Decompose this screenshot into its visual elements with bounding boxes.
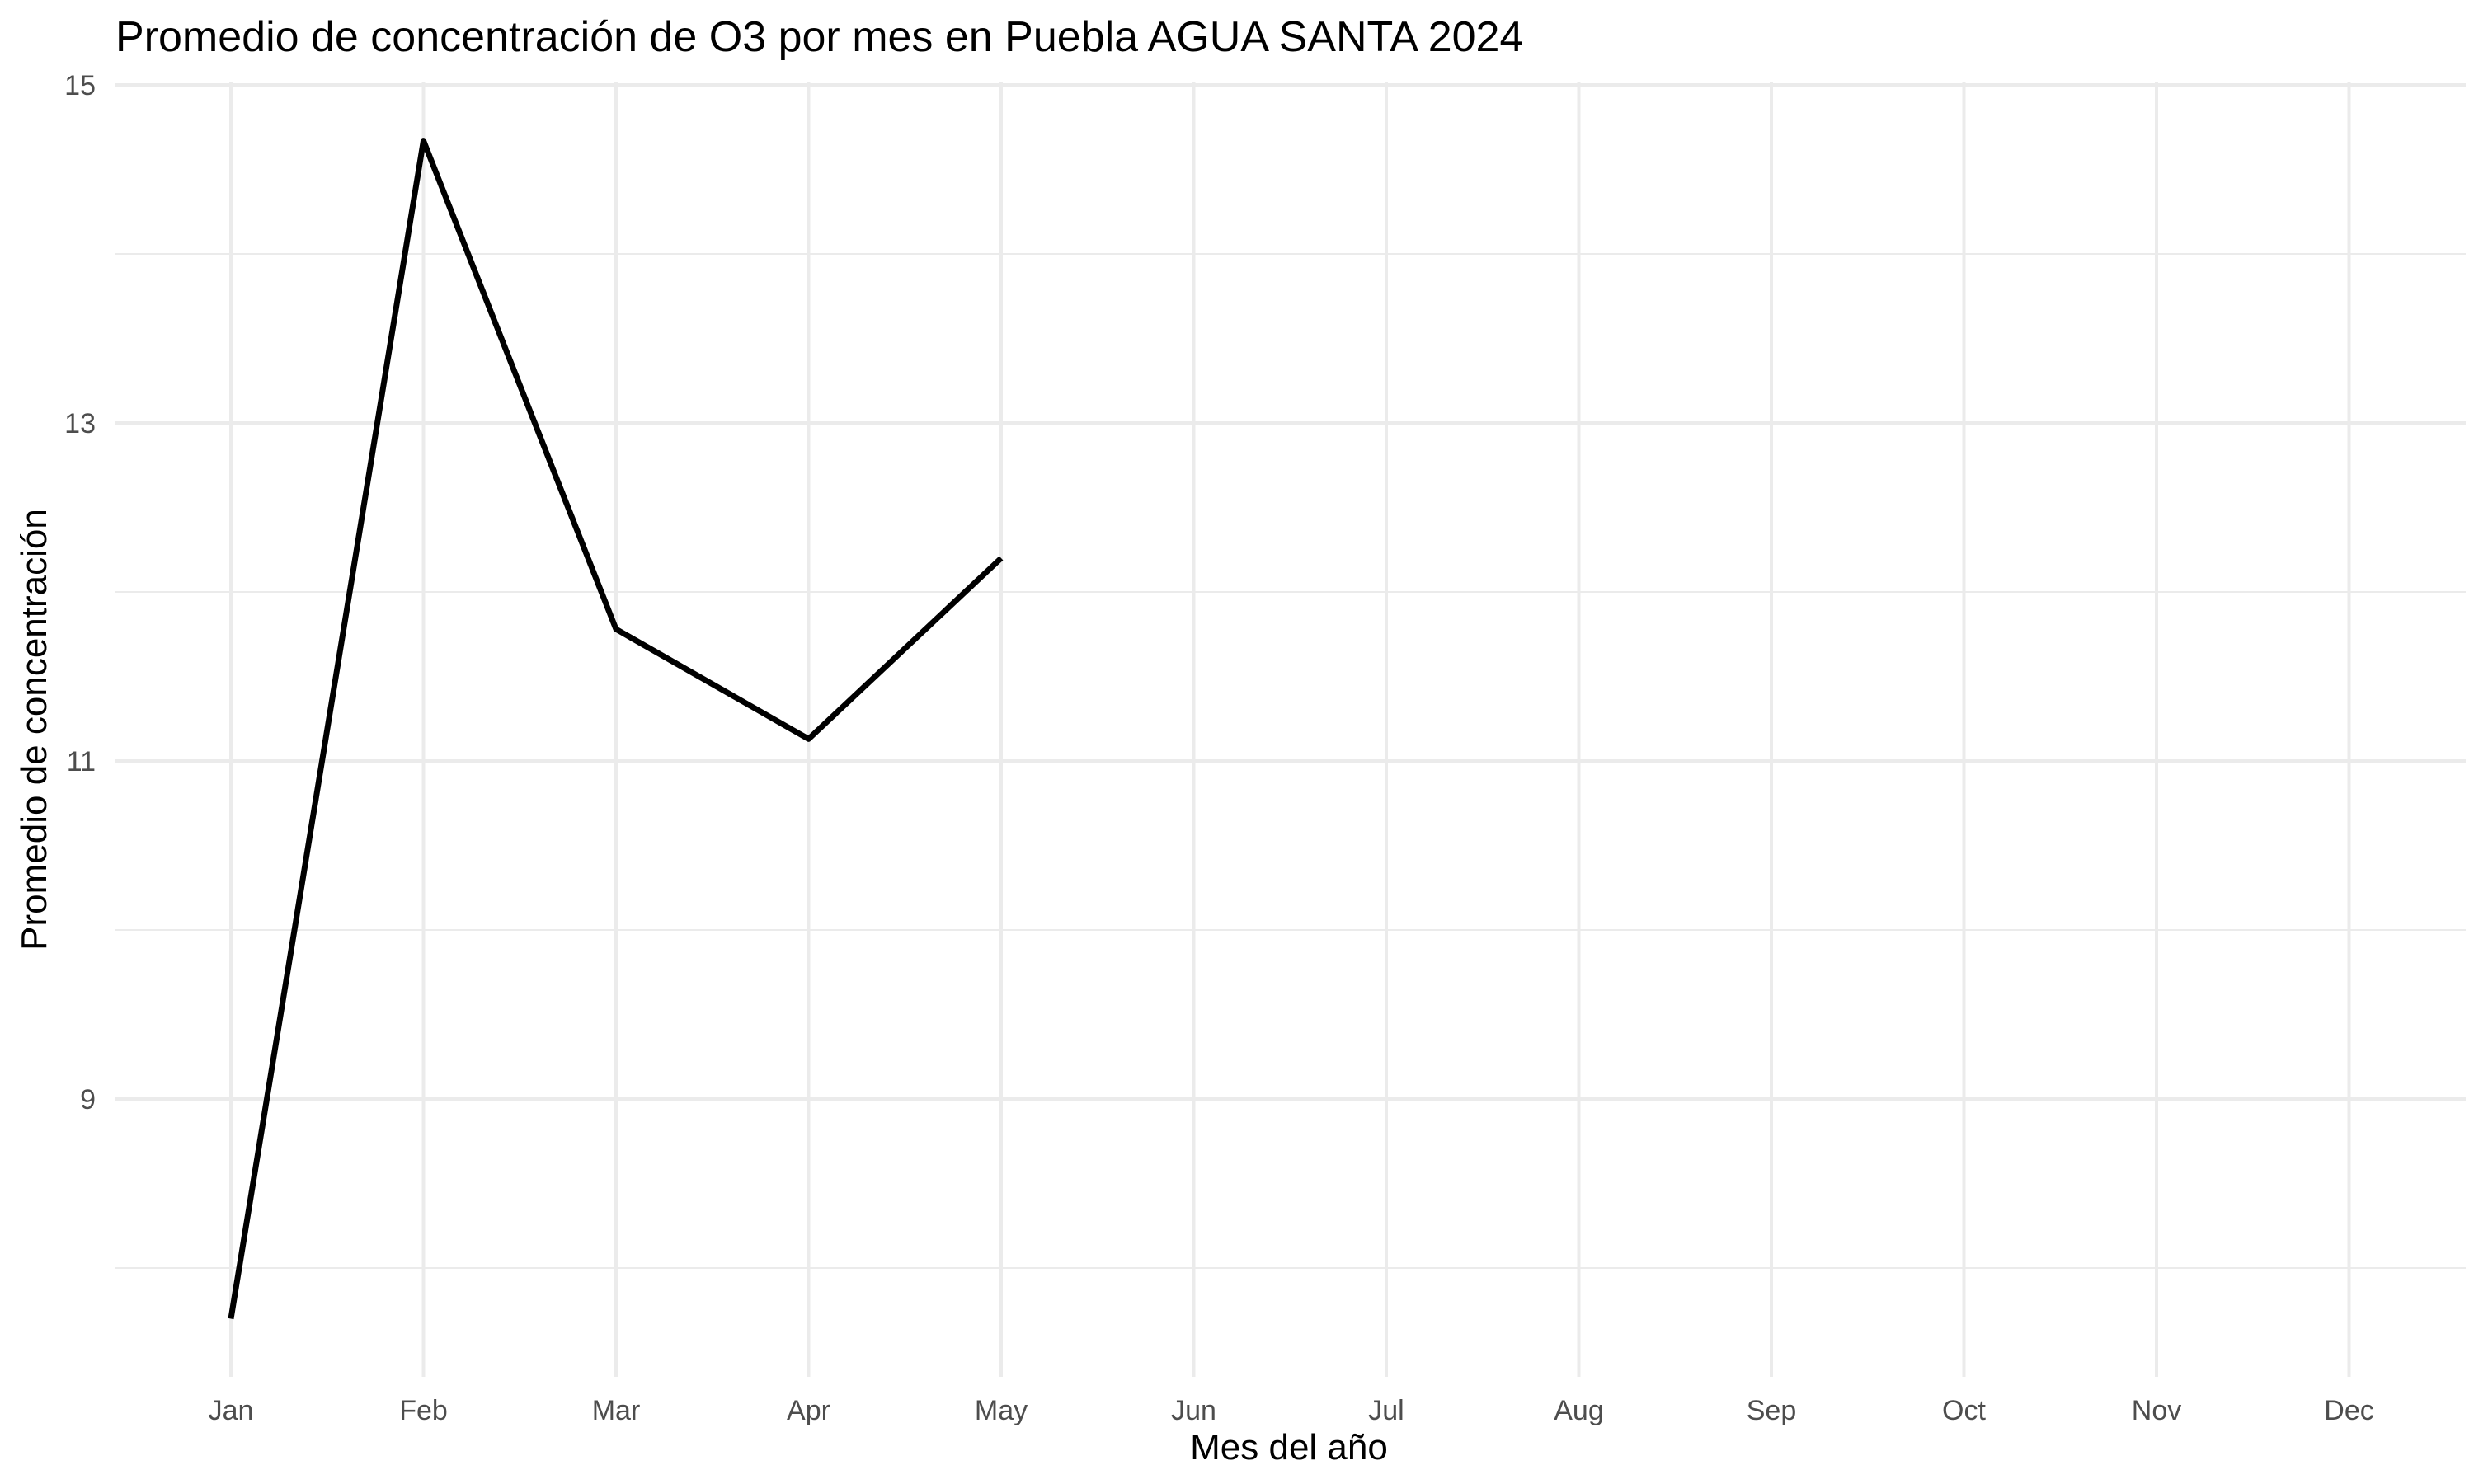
chart-title: Promedio de concentración de O3 por mes … <box>115 13 1523 61</box>
y-axis-ticks: 9 11 13 15 <box>64 70 96 1115</box>
x-tick-label: Sep <box>1747 1395 1797 1426</box>
x-tick-label: Nov <box>2132 1395 2181 1426</box>
x-axis-title: Mes del año <box>1190 1427 1388 1468</box>
minor-gridlines <box>115 253 2466 1269</box>
major-gridlines <box>115 82 2466 1377</box>
y-axis-title: Promedio de concentración <box>14 509 54 951</box>
y-tick-label: 11 <box>67 746 96 777</box>
x-tick-label: Feb <box>399 1395 448 1426</box>
series-line-o3 <box>228 138 1004 1320</box>
y-tick-label: 15 <box>64 70 96 101</box>
y-tick-label: 13 <box>64 408 96 439</box>
x-tick-label: May <box>975 1395 1028 1426</box>
x-tick-label: Mar <box>592 1395 641 1426</box>
x-tick-label: Jan <box>209 1395 254 1426</box>
x-tick-label: Jul <box>1368 1395 1404 1426</box>
y-tick-label: 9 <box>80 1084 96 1115</box>
series-layer <box>228 138 1004 1320</box>
x-tick-label: Jun <box>1171 1395 1216 1426</box>
x-tick-label: Apr <box>787 1395 830 1426</box>
x-tick-label: Oct <box>1942 1395 1986 1426</box>
x-axis-ticks: Jan Feb Mar Apr May Jun Jul Aug Sep Oct Nov Dec <box>209 1395 2374 1426</box>
x-tick-label: Dec <box>2324 1395 2373 1426</box>
x-tick-label: Aug <box>1554 1395 1604 1426</box>
